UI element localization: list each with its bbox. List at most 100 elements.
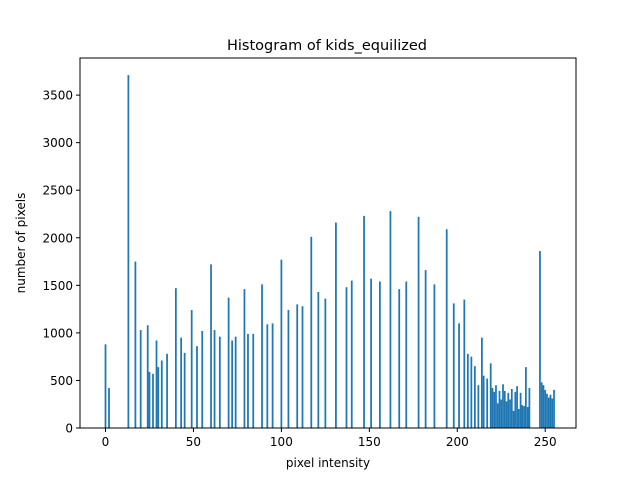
histogram-bar <box>379 281 381 428</box>
y-tick-label: 1000 <box>42 326 73 340</box>
histogram-bar <box>405 281 408 428</box>
histogram-bar <box>317 291 320 428</box>
histogram-bar <box>389 211 392 428</box>
histogram-bar <box>547 397 550 428</box>
histogram-bar <box>146 325 149 428</box>
histogram-bar <box>553 389 555 428</box>
histogram-bars <box>104 75 555 429</box>
histogram-bar <box>463 299 466 428</box>
y-tick-label: 2000 <box>42 231 73 245</box>
histogram-bar <box>227 297 230 428</box>
histogram-bar <box>155 340 158 428</box>
histogram-bar <box>477 385 480 428</box>
histogram-bar <box>210 264 212 428</box>
histogram-bar <box>517 408 520 428</box>
y-tick-label: 2500 <box>42 184 73 198</box>
x-tick-label: 0 <box>102 435 110 449</box>
histogram-bar <box>526 407 529 428</box>
histogram-bar <box>370 278 372 428</box>
histogram-bar <box>363 215 365 428</box>
histogram-bar <box>296 304 299 428</box>
histogram-bar <box>231 340 234 428</box>
histogram-bar <box>542 385 545 428</box>
histogram-bar <box>301 306 304 428</box>
histogram-bar <box>148 371 151 428</box>
histogram-bar <box>507 392 510 428</box>
histogram-bar <box>546 393 548 428</box>
histogram-bar <box>261 284 263 428</box>
histogram-bar <box>433 284 436 428</box>
histogram-bar <box>523 406 525 428</box>
histogram-bar <box>417 216 420 428</box>
x-tick-label: 200 <box>446 435 469 449</box>
histogram-bar <box>458 323 460 428</box>
histogram-bar <box>496 403 499 428</box>
histogram-bar <box>473 366 476 428</box>
histogram-bar <box>481 337 483 428</box>
y-tick-label: 3000 <box>42 136 73 150</box>
histogram-bar <box>549 394 552 428</box>
histogram-bar <box>510 389 513 428</box>
histogram-bar <box>500 399 503 428</box>
histogram-bar <box>190 310 193 428</box>
x-axis-ticks: 0 50 100 150 200 250 <box>102 428 557 449</box>
histogram-bar <box>160 360 163 428</box>
histogram-bar <box>324 298 327 428</box>
histogram-bar <box>166 353 168 428</box>
histogram-bar <box>521 405 524 428</box>
histogram-bar <box>139 330 142 428</box>
y-axis-ticks: 0 500 1000 1500 2000 2500 3000 3500 <box>42 89 80 436</box>
histogram-bar <box>502 384 504 428</box>
histogram-bar <box>398 289 401 428</box>
histogram-bar <box>201 330 204 428</box>
histogram-bar <box>514 391 517 428</box>
y-tick-label: 1500 <box>42 279 73 293</box>
histogram-bar <box>243 289 246 428</box>
histogram-bar <box>509 399 511 428</box>
histogram-bar <box>505 401 508 428</box>
histogram-bar <box>489 363 492 428</box>
histogram-bar <box>524 367 527 428</box>
histogram-bar <box>180 337 183 428</box>
x-axis-label: pixel intensity <box>286 456 370 470</box>
histogram-bar <box>486 378 489 428</box>
histogram-bar <box>516 386 518 428</box>
y-axis-label: number of pixels <box>14 193 28 294</box>
histogram-bar <box>152 373 154 428</box>
histogram-bar <box>218 336 221 428</box>
histogram-bar <box>310 236 313 428</box>
histogram-bar <box>493 391 496 428</box>
histogram-bar <box>183 352 186 428</box>
histogram-bar <box>503 390 506 428</box>
histogram-bar <box>512 410 515 428</box>
histogram-bar <box>213 330 216 428</box>
histogram-bar <box>519 392 522 428</box>
histogram-bar <box>528 388 531 428</box>
y-tick-label: 0 <box>65 422 73 436</box>
y-tick-label: 500 <box>50 374 73 388</box>
x-tick-label: 250 <box>534 435 557 449</box>
histogram-bar <box>134 261 137 428</box>
histogram-bar <box>174 288 177 428</box>
histogram-bar <box>127 75 130 429</box>
histogram-bar <box>266 324 269 428</box>
histogram-bar <box>540 382 543 428</box>
histogram-bar <box>234 336 237 428</box>
y-tick-label: 3500 <box>42 89 73 103</box>
x-tick-label: 50 <box>186 435 201 449</box>
histogram-bar <box>544 389 547 428</box>
histogram-bar <box>498 390 501 428</box>
x-tick-label: 100 <box>270 435 293 449</box>
histogram-bar <box>482 375 485 428</box>
histogram-bar <box>252 333 255 428</box>
histogram-bar <box>157 367 160 428</box>
histogram-bar <box>108 388 110 428</box>
histogram-bar <box>287 310 290 428</box>
histogram-bar <box>104 344 107 428</box>
histogram-bar <box>466 353 469 428</box>
x-tick-label: 150 <box>358 435 381 449</box>
chart-title: Histogram of kids_equilized <box>227 38 427 54</box>
plot-area-frame <box>79 57 577 429</box>
